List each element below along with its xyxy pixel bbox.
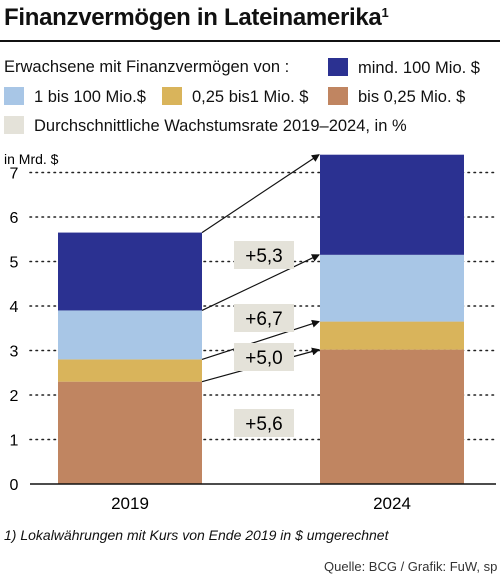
legend-label: mind. 100 Mio. $ xyxy=(358,59,480,77)
bar-segment xyxy=(320,254,464,322)
y-tick-label: 6 xyxy=(10,210,19,227)
legend-label: 0,25 bis1 Mio. $ xyxy=(192,88,309,106)
title-rule xyxy=(0,40,500,42)
legend-swatch xyxy=(328,87,348,105)
y-tick-label: 7 xyxy=(10,166,19,183)
legend-item-025-1: 0,25 bis1 Mio. $ xyxy=(162,87,308,107)
growth-arrow xyxy=(201,319,320,360)
y-tick-label: 2 xyxy=(10,388,19,405)
bar-segment xyxy=(320,154,464,255)
y-tick-label: 4 xyxy=(10,299,19,316)
legend-item-1-100: 1 bis 100 Mio.$ xyxy=(4,87,146,107)
bar-segment xyxy=(58,381,202,484)
growth-arrow xyxy=(201,254,320,311)
x-tick-label: 2019 xyxy=(111,494,149,513)
legend-label: bis 0,25 Mio. $ xyxy=(358,88,466,106)
bar-segment xyxy=(320,321,464,350)
legend-item-bis-025: bis 0,25 Mio. $ xyxy=(328,87,465,107)
growth-label-box xyxy=(234,241,294,269)
legend-swatch xyxy=(4,116,24,134)
title-footnote-mark: 1 xyxy=(381,5,389,20)
growth-label: +6,7 xyxy=(245,309,283,330)
source-credit: Quelle: BCG / Grafik: FuW, sp xyxy=(324,559,498,574)
bar-segment xyxy=(320,349,464,484)
growth-label: +5,3 xyxy=(245,246,283,267)
legend-swatch xyxy=(162,87,182,105)
legend-label: Durchschnittliche Wachstumsrate 2019–202… xyxy=(34,117,407,135)
chart-title: Finanzvermögen in Lateinamerika1 xyxy=(4,4,389,31)
y-tick-label: 0 xyxy=(10,477,19,494)
legend-header: Erwachsene mit Finanzvermögen von : xyxy=(4,58,290,76)
growth-label: +5,0 xyxy=(245,348,283,369)
footnote: 1) Lokalwährungen mit Kurs von Ende 2019… xyxy=(4,527,389,543)
legend-label: 1 bis 100 Mio.$ xyxy=(34,88,146,106)
bar-segment xyxy=(58,359,202,382)
bar-segment xyxy=(58,232,202,311)
y-tick-label: 3 xyxy=(10,344,19,361)
legend-item-mind-100: mind. 100 Mio. $ xyxy=(328,58,480,78)
growth-arrow xyxy=(201,154,320,234)
growth-label: +5,6 xyxy=(245,414,283,435)
y-unit-label: in Mrd. $ xyxy=(4,151,59,167)
legend-swatch xyxy=(4,87,24,105)
y-tick-label: 5 xyxy=(10,255,19,272)
legend-item-growth: Durchschnittliche Wachstumsrate 2019–202… xyxy=(4,116,407,136)
growth-label-box xyxy=(234,343,294,371)
growth-label-box xyxy=(234,304,294,332)
bar-segment xyxy=(58,310,202,360)
legend-swatch xyxy=(328,58,348,76)
y-tick-label: 1 xyxy=(10,433,19,450)
x-tick-label: 2024 xyxy=(373,494,411,513)
growth-label-box xyxy=(234,409,294,437)
